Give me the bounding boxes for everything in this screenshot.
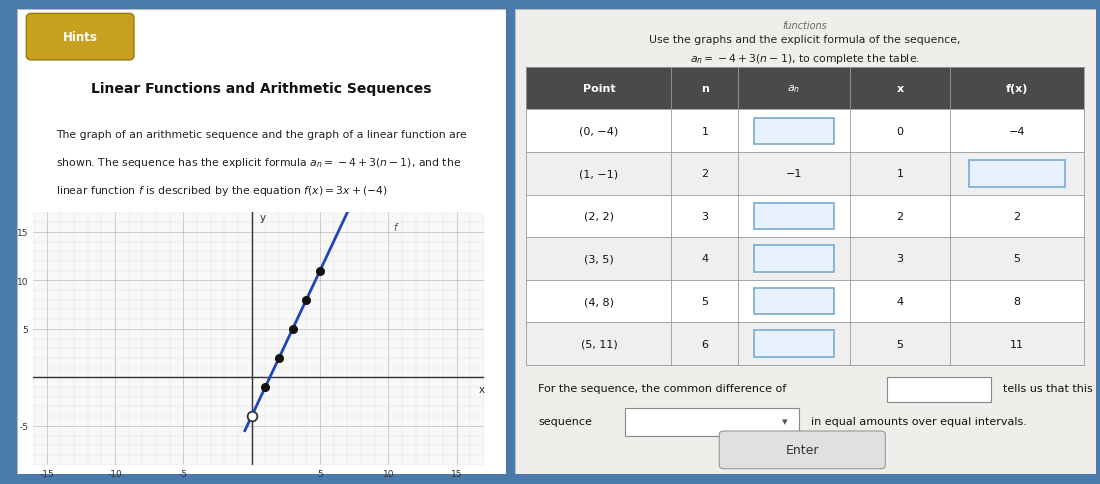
FancyBboxPatch shape	[754, 118, 834, 145]
Text: y: y	[260, 213, 266, 223]
Bar	[527, 68, 1084, 110]
Text: 1: 1	[702, 126, 708, 136]
Text: $a_n$: $a_n$	[788, 83, 801, 95]
FancyBboxPatch shape	[754, 288, 834, 315]
Text: 2: 2	[1013, 212, 1021, 222]
Text: Use the graphs and the explicit formula of the sequence,: Use the graphs and the explicit formula …	[649, 35, 961, 45]
FancyBboxPatch shape	[969, 161, 1065, 187]
Text: −4: −4	[1009, 126, 1025, 136]
Text: n: n	[701, 84, 708, 94]
Text: 5: 5	[1013, 254, 1021, 264]
Text: Enter: Enter	[785, 443, 820, 456]
Text: (3, 5): (3, 5)	[584, 254, 614, 264]
Bar	[527, 153, 1084, 195]
Text: 1: 1	[896, 169, 903, 179]
Bar	[527, 323, 1084, 365]
Text: linear function $f$ is described by the equation $f(x)=3x+(-4)$: linear function $f$ is described by the …	[56, 184, 388, 198]
Text: (4, 8): (4, 8)	[584, 296, 614, 306]
Text: ▾: ▾	[782, 416, 788, 426]
Text: For the sequence, the common difference of: For the sequence, the common difference …	[538, 383, 786, 393]
Text: 0: 0	[896, 126, 903, 136]
Text: (2, 2): (2, 2)	[584, 212, 614, 222]
Text: (5, 11): (5, 11)	[581, 339, 617, 349]
Text: Linear Functions and Arithmetic Sequences: Linear Functions and Arithmetic Sequence…	[91, 82, 431, 96]
Text: 4: 4	[896, 296, 903, 306]
Text: sequence: sequence	[538, 416, 592, 426]
Bar	[527, 110, 1084, 153]
Text: 2: 2	[896, 212, 903, 222]
Text: $a_n=-4+3(n-1)$, to complete the table.: $a_n=-4+3(n-1)$, to complete the table.	[690, 51, 921, 65]
Bar	[527, 238, 1084, 280]
Text: f: f	[394, 223, 397, 232]
Text: The graph of an arithmetic sequence and the graph of a linear function are: The graph of an arithmetic sequence and …	[56, 130, 466, 140]
Bar	[625, 408, 800, 436]
Text: 5: 5	[896, 339, 903, 349]
Text: (1, −1): (1, −1)	[580, 169, 618, 179]
Text: 6: 6	[702, 339, 708, 349]
Text: x: x	[478, 384, 484, 394]
Text: 11: 11	[1010, 339, 1024, 349]
Text: 8: 8	[1013, 296, 1021, 306]
Text: 5: 5	[702, 296, 708, 306]
Text: tells us that this: tells us that this	[1003, 383, 1092, 393]
Text: f(x): f(x)	[1005, 84, 1028, 94]
Text: 3: 3	[702, 212, 708, 222]
Text: Point: Point	[583, 84, 615, 94]
Text: −1: −1	[785, 169, 802, 179]
Bar	[527, 280, 1084, 323]
Text: functions: functions	[783, 21, 827, 31]
FancyBboxPatch shape	[754, 331, 834, 357]
Text: x: x	[896, 84, 903, 94]
Text: Hints: Hints	[63, 31, 98, 44]
Text: 4: 4	[702, 254, 708, 264]
Bar	[527, 195, 1084, 238]
FancyBboxPatch shape	[26, 15, 134, 61]
Text: (0, −4): (0, −4)	[580, 126, 618, 136]
Text: 3: 3	[896, 254, 903, 264]
Bar	[887, 377, 991, 402]
FancyBboxPatch shape	[719, 431, 886, 469]
FancyBboxPatch shape	[754, 203, 834, 229]
Text: 2: 2	[702, 169, 708, 179]
FancyBboxPatch shape	[754, 246, 834, 272]
Text: shown. The sequence has the explicit formula $a_n=-4+3(n-1)$, and the: shown. The sequence has the explicit for…	[56, 156, 461, 170]
Text: in equal amounts over equal intervals.: in equal amounts over equal intervals.	[811, 416, 1027, 426]
